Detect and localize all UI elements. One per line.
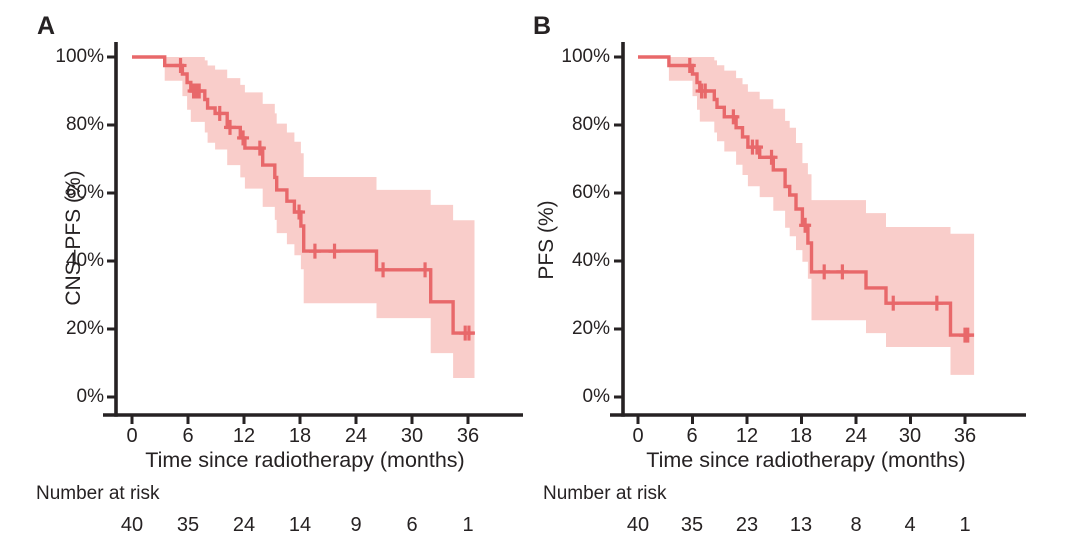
number-at-risk-value: 40 xyxy=(626,514,650,536)
number-at-risk-value: 1 xyxy=(462,514,474,536)
x-tick-label: 18 xyxy=(789,425,813,447)
number-at-risk-value: 40 xyxy=(120,514,144,536)
x-tick-label: 12 xyxy=(735,425,759,447)
number-at-risk-value: 8 xyxy=(850,514,862,536)
x-tick-label: 6 xyxy=(686,425,698,447)
y-tick-label: 0% xyxy=(76,386,104,407)
y-tick-label: 80% xyxy=(65,114,104,135)
number-at-risk-value: 13 xyxy=(789,514,813,536)
number-at-risk-value: 9 xyxy=(350,514,362,536)
number-at-risk-value: 24 xyxy=(232,514,256,536)
panel-a-number-at-risk-label: Number at risk xyxy=(36,483,160,504)
x-tick-label: 12 xyxy=(232,425,256,447)
y-tick-label: 80% xyxy=(571,114,610,135)
y-tick-label: 20% xyxy=(65,318,104,339)
panel-b-plot xyxy=(610,42,1026,424)
panel-b-km-curve xyxy=(638,55,975,337)
panel-a-x-axis-title: Time since radiotherapy (months) xyxy=(145,448,465,472)
x-tick-label: 30 xyxy=(400,425,424,447)
number-at-risk-value: 1 xyxy=(959,514,971,536)
panel-a-confidence-band xyxy=(164,57,475,378)
panel-a-plot xyxy=(103,42,523,424)
y-tick-label: 100% xyxy=(561,46,610,67)
x-tick-label: 24 xyxy=(844,425,868,447)
y-tick-label: 100% xyxy=(55,46,104,67)
y-tick-label: 0% xyxy=(582,386,610,407)
x-tick-label: 0 xyxy=(632,425,644,447)
panel-b-letter: B xyxy=(533,12,552,40)
x-tick-label: 36 xyxy=(953,425,977,447)
number-at-risk-value: 23 xyxy=(735,514,759,536)
y-tick-label: 40% xyxy=(65,250,104,271)
number-at-risk-value: 35 xyxy=(680,514,704,536)
panel-b-x-axis-title: Time since radiotherapy (months) xyxy=(646,448,966,472)
x-tick-label: 18 xyxy=(288,425,312,447)
y-tick-label: 20% xyxy=(571,318,610,339)
panel-b-confidence-band xyxy=(668,57,975,375)
number-at-risk-value: 6 xyxy=(406,514,418,536)
x-tick-label: 36 xyxy=(456,425,480,447)
x-tick-label: 30 xyxy=(898,425,922,447)
x-tick-label: 0 xyxy=(126,425,138,447)
panel-b-number-at-risk-label: Number at risk xyxy=(543,483,667,504)
y-tick-label: 60% xyxy=(571,182,610,203)
x-tick-label: 24 xyxy=(344,425,368,447)
number-at-risk-value: 14 xyxy=(288,514,312,536)
panel-a-letter: A xyxy=(37,12,56,40)
x-tick-label: 6 xyxy=(182,425,194,447)
y-tick-label: 40% xyxy=(571,250,610,271)
number-at-risk-value: 4 xyxy=(904,514,916,536)
number-at-risk-value: 35 xyxy=(176,514,200,536)
y-tick-label: 60% xyxy=(65,182,104,203)
